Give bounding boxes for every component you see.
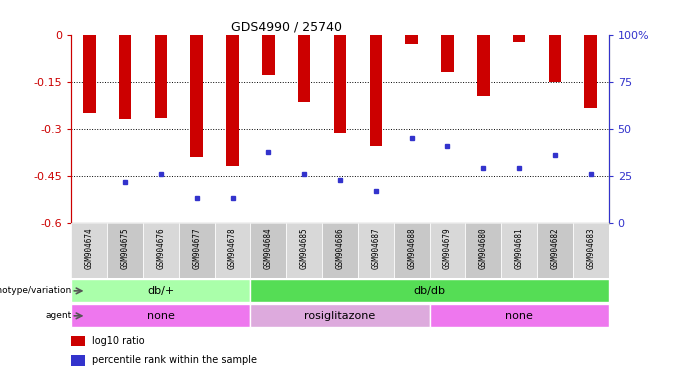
Bar [215,223,250,278]
Text: GSM904678: GSM904678 [228,227,237,269]
Bar [71,336,85,346]
Text: GSM904688: GSM904688 [407,227,416,269]
Bar [394,223,430,278]
Bar [573,223,609,278]
Text: none: none [147,311,175,321]
Bar [143,223,179,278]
Bar [286,223,322,278]
Bar [71,223,107,278]
Bar [262,35,275,75]
Text: percentile rank within the sample: percentile rank within the sample [92,355,257,365]
Bar [250,305,430,327]
Text: rosiglitazone: rosiglitazone [305,311,375,321]
Text: GSM904682: GSM904682 [550,227,560,269]
Text: GSM904674: GSM904674 [85,227,94,269]
Bar [119,35,131,119]
Bar [513,35,526,42]
Bar [369,35,382,146]
Text: log10 ratio: log10 ratio [92,336,144,346]
Bar [537,223,573,278]
Text: GSM904684: GSM904684 [264,227,273,269]
Bar [501,223,537,278]
Bar [477,35,490,96]
Bar [71,305,250,327]
Bar [190,35,203,157]
Text: genotype/variation: genotype/variation [0,286,71,295]
Text: GSM904675: GSM904675 [120,227,130,269]
Text: none: none [505,311,533,321]
Text: db/+: db/+ [148,286,175,296]
Bar [430,305,609,327]
Text: GSM904686: GSM904686 [335,227,345,269]
Text: GSM904681: GSM904681 [515,227,524,269]
Text: db/db: db/db [413,286,445,296]
Bar [226,35,239,166]
Bar [250,280,609,302]
Bar [154,35,167,118]
Bar [83,35,96,113]
Text: GSM904677: GSM904677 [192,227,201,269]
Bar [71,280,250,302]
Text: GSM904679: GSM904679 [443,227,452,269]
Bar [358,223,394,278]
Text: GSM904676: GSM904676 [156,227,165,269]
Bar [71,355,85,366]
Text: GSM904680: GSM904680 [479,227,488,269]
Bar [322,223,358,278]
Bar [298,35,311,102]
Text: agent: agent [45,311,71,320]
Bar [250,223,286,278]
Bar [107,223,143,278]
Bar [584,35,597,108]
Bar [441,35,454,72]
Bar [179,223,215,278]
Bar [430,223,465,278]
Bar [549,35,561,82]
Text: GSM904687: GSM904687 [371,227,380,269]
Bar [405,35,418,44]
Text: GSM904683: GSM904683 [586,227,595,269]
Title: GDS4990 / 25740: GDS4990 / 25740 [231,20,342,33]
Text: GSM904685: GSM904685 [300,227,309,269]
Bar [465,223,501,278]
Bar [334,35,346,133]
